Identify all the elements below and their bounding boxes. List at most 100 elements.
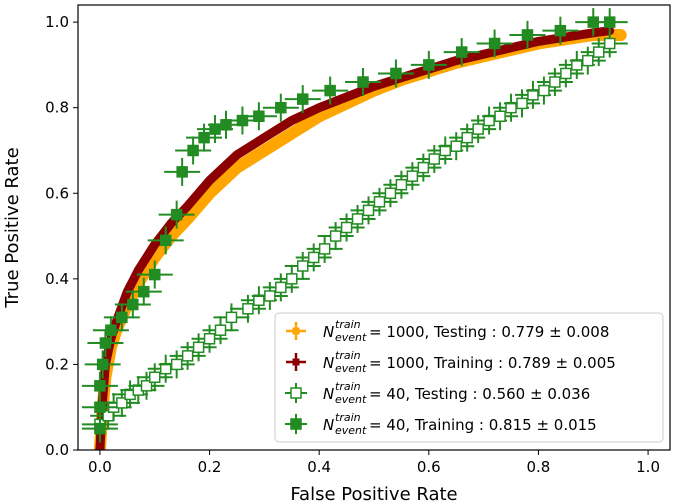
marker [253,110,265,122]
series-3-point [164,157,201,186]
marker [140,380,153,392]
marker [159,234,172,247]
marker [549,76,561,88]
legend-marker [290,418,302,430]
marker [176,166,188,178]
marker [192,341,205,354]
marker [99,337,112,349]
series-2-point [306,234,343,263]
marker [187,144,199,157]
marker [181,350,194,362]
x-tick-label: 0.2 [198,458,222,476]
series-2-point [460,115,497,144]
legend-label: = 40, Training : 0.815 ± 0.015 [369,416,597,434]
series-3-point [81,414,118,443]
marker [116,311,128,324]
series-3-point [476,29,513,58]
marker [472,123,484,135]
legend-marker [292,327,300,335]
marker [96,358,109,371]
y-tick-label: 0.8 [45,99,69,117]
marker [286,273,298,285]
series-3-point [158,200,195,229]
legend-marker [290,387,302,399]
x-tick-label: 0.8 [527,458,551,476]
series-3-point [103,303,140,332]
marker [603,16,616,28]
marker [94,401,106,413]
axes: 0.0 0.2 0.4 0.6 0.8 1.0 0.0 0.2 0.4 0.6 0.8 1.0 [45,4,671,476]
marker [203,333,216,345]
legend-symbol: N [323,416,334,434]
marker [582,54,594,67]
marker [170,358,183,371]
marker [225,311,238,324]
legend-superscript: train [335,380,361,393]
marker [592,46,605,58]
y-tick-label: 0.6 [45,184,69,202]
marker [560,67,572,80]
marker [148,268,161,281]
plot-clip-group [81,8,628,450]
legend-symbol: N [323,385,334,403]
marker [318,243,331,255]
marker [307,251,320,264]
y-tick-label: 0.4 [45,270,69,288]
y-tick-label: 1.0 [45,13,69,31]
marker [170,208,183,221]
marker [521,29,534,41]
series-2-point [569,46,606,75]
x-tick-label: 0.6 [417,458,441,476]
series-3-point [284,85,321,114]
marker [357,76,369,88]
marker [329,230,342,242]
marker [324,84,336,97]
y-tick-label: 0.2 [45,355,69,373]
marker [516,97,528,110]
marker [351,213,364,225]
marker [116,397,128,409]
series-3-point [175,136,212,165]
legend-symbol: N [323,323,334,341]
series-2-point [295,243,332,272]
series-3-markers [81,8,628,443]
series-3-point [114,290,151,319]
marker [296,93,309,105]
marker [242,303,254,315]
y-tick-label: 0.0 [45,441,69,459]
legend-subscript: event [335,424,367,437]
legend-marker [292,358,300,366]
marker [538,84,550,97]
series-2-point [525,76,562,105]
marker [423,59,435,71]
series-3-point [84,350,121,379]
x-tick-label: 0.0 [88,458,112,476]
legend-label: = 1000, Testing : 0.779 ± 0.008 [369,323,609,341]
marker [450,140,462,152]
marker [275,101,287,114]
marker [390,67,402,80]
marker [455,46,468,58]
legend-superscript: train [335,349,361,362]
series-3-point [312,76,349,105]
marker [384,187,397,200]
marker [488,37,501,50]
marker [214,324,227,336]
marker [417,161,430,174]
series-3-point [377,59,414,88]
marker [461,131,473,144]
series-3-point [81,371,118,400]
legend-superscript: train [335,318,361,331]
series-3-point [509,20,546,49]
marker [373,196,386,208]
series-3-point [125,277,162,306]
series-3-point [240,102,277,131]
marker [406,170,419,182]
series-3-point [410,50,447,79]
series-2-point [273,264,310,293]
legend-subscript: event [335,393,367,406]
legend-subscript: event [335,362,367,375]
